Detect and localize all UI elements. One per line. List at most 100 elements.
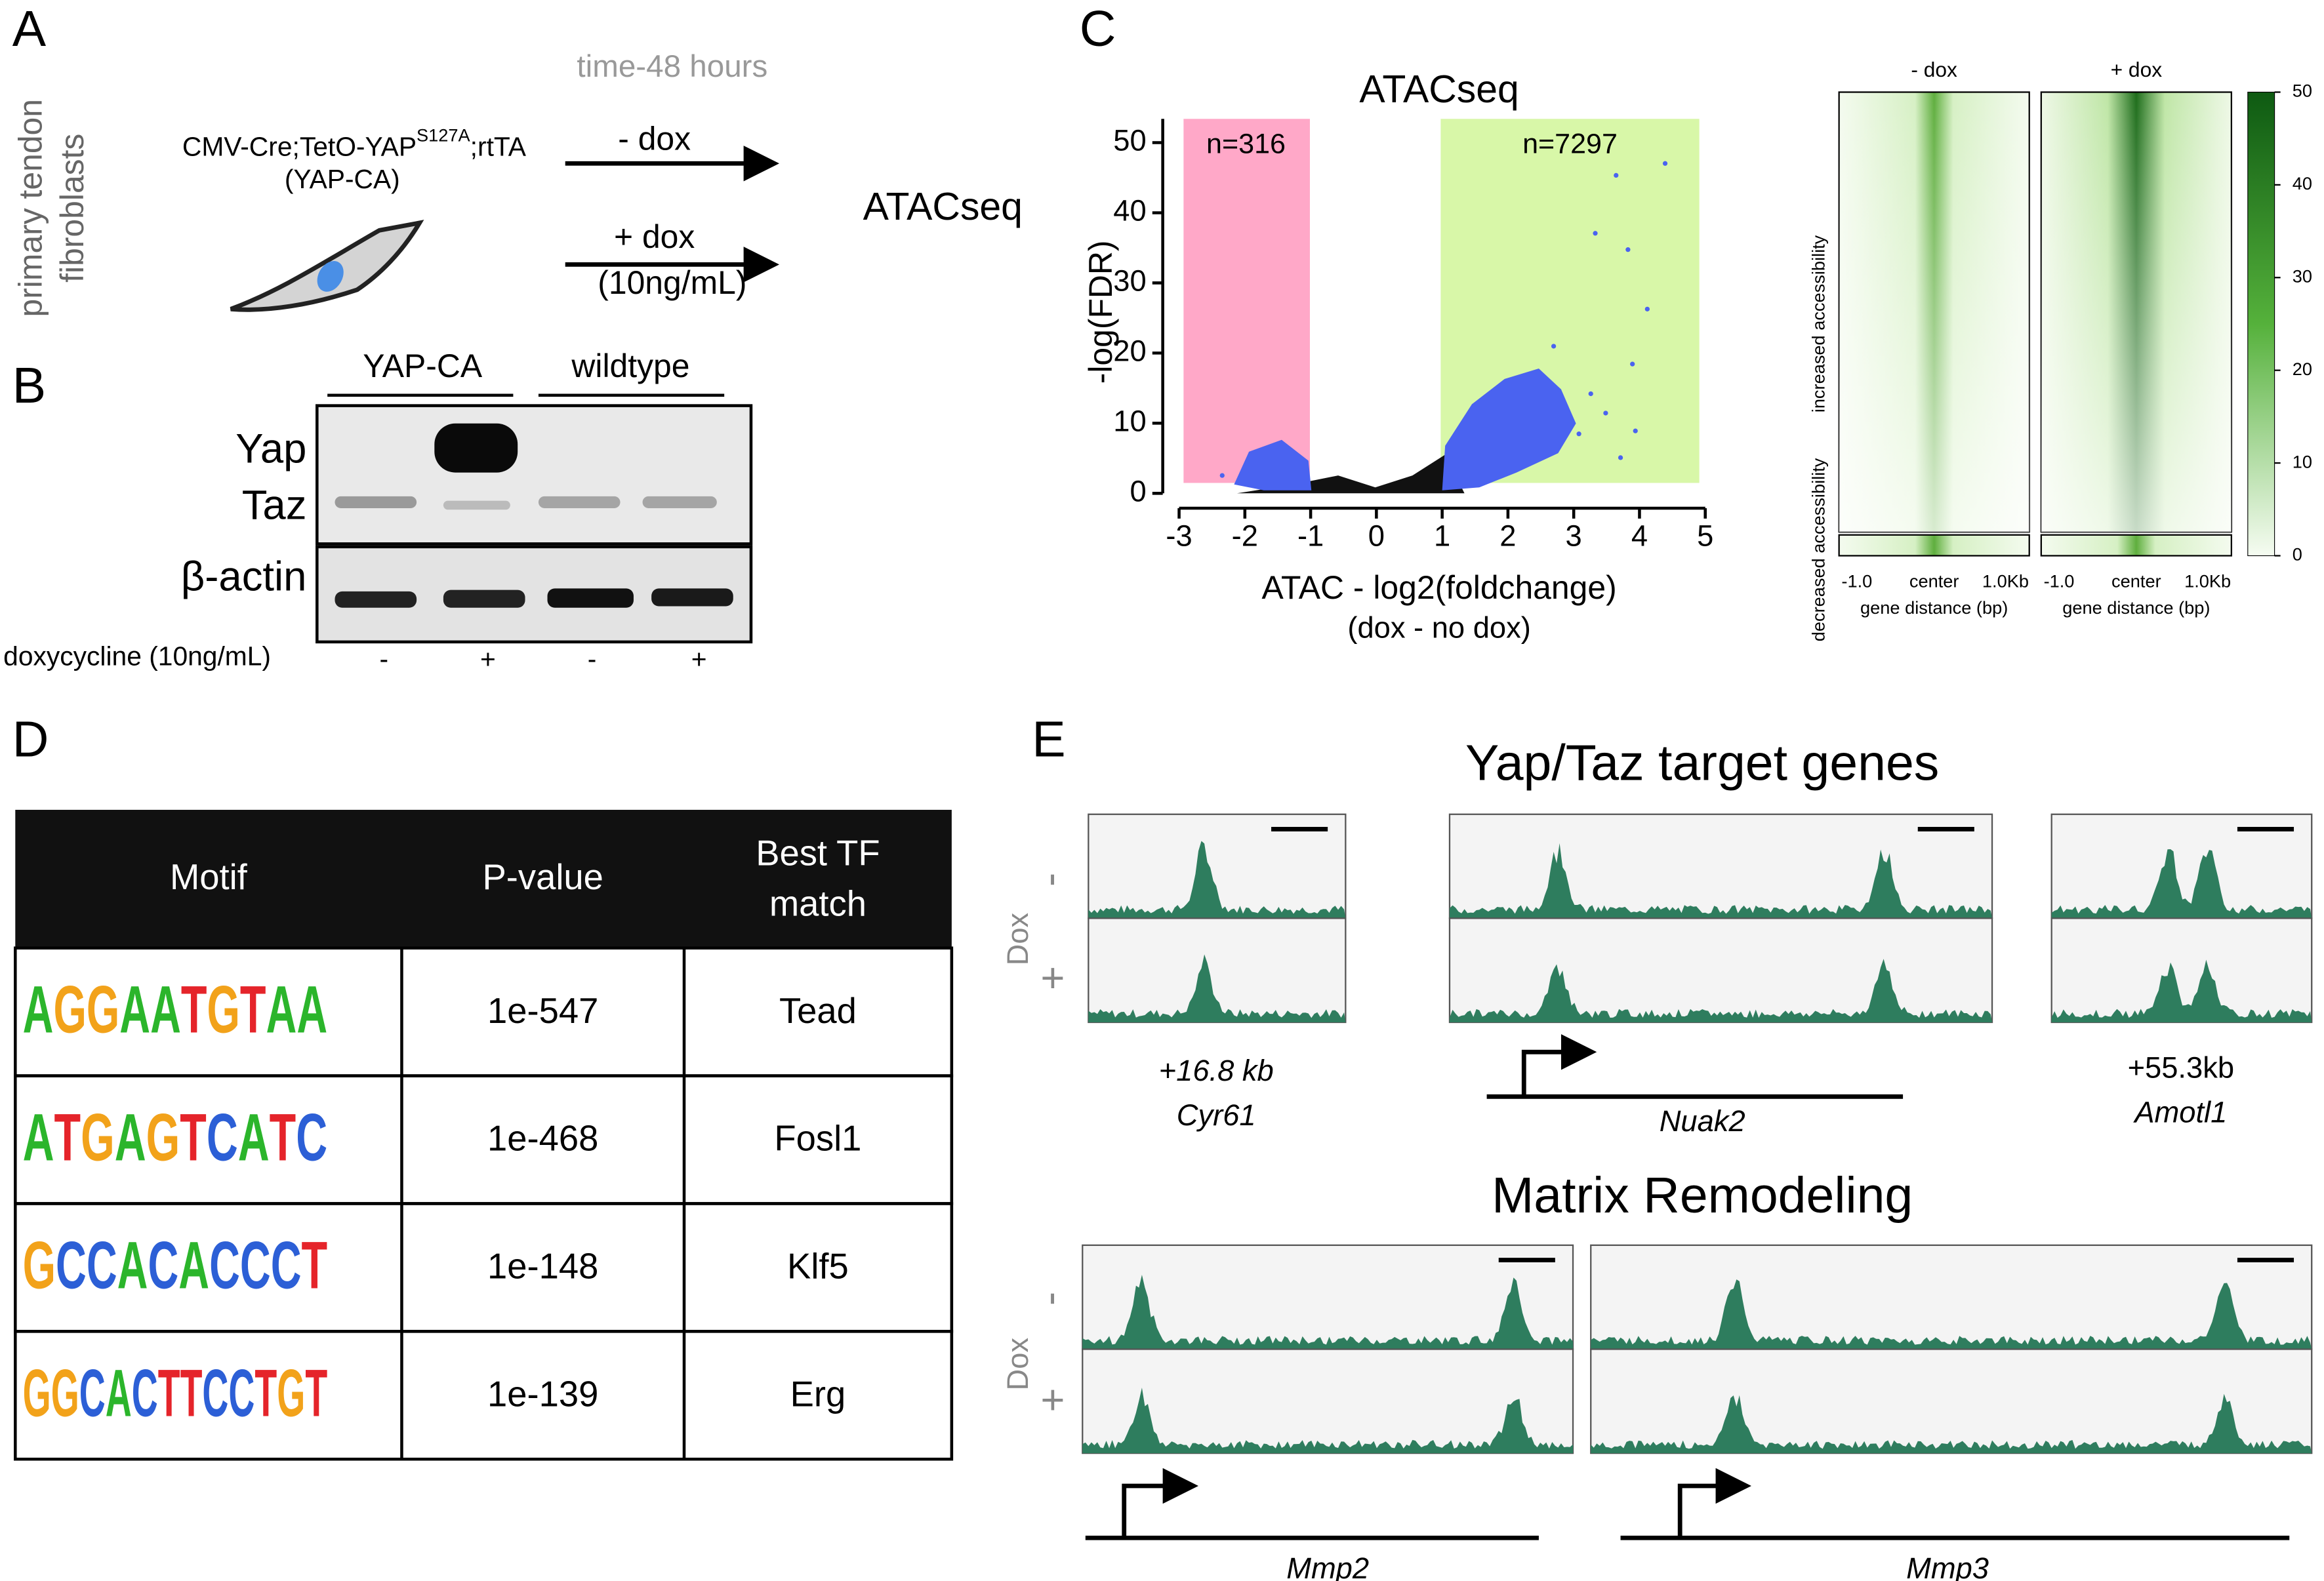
section-title: Matrix Remodeling <box>1492 1167 1913 1224</box>
band <box>651 588 733 607</box>
treatment: - <box>379 644 388 674</box>
y-tick-label: 40 <box>1113 193 1146 227</box>
y-tick-label: 30 <box>1113 264 1146 297</box>
x-tick-label: 4 <box>1631 519 1648 552</box>
table-cell: Klf5 <box>787 1247 849 1287</box>
blot <box>316 404 753 546</box>
coverage-track <box>2051 849 2312 919</box>
track-box <box>1082 1348 1574 1454</box>
dox-plus: + <box>1040 955 1065 1001</box>
side-label: primary tendon <box>12 99 49 317</box>
band <box>335 496 417 508</box>
band <box>538 496 621 508</box>
point-cloud <box>1236 454 1465 494</box>
group-label: wildtype <box>571 348 689 384</box>
column-label: - dox <box>1911 58 1957 81</box>
dox-minus: - <box>1027 1292 1073 1306</box>
header-cell: Best TF <box>756 833 880 873</box>
treatment: - <box>588 644 597 674</box>
x-tick-label: -2 <box>1232 519 1258 552</box>
panel-label: E <box>1032 711 1065 767</box>
superscript: S127A <box>417 125 470 146</box>
condition: - dox <box>618 120 691 157</box>
table-cell: 1e-139 <box>487 1374 598 1414</box>
heatmap-x-label: gene distance (bp) <box>2062 597 2210 618</box>
x-tick-label: -3 <box>1166 519 1192 552</box>
y-axis-label: -log(FDR) <box>1082 240 1119 384</box>
coverage-track <box>2051 959 2312 1022</box>
band <box>443 590 525 608</box>
heatmap-x-tick: 1.0Kb <box>1982 570 2029 591</box>
colorbar-label: 40 <box>2293 173 2312 193</box>
condition: + dox <box>614 218 695 255</box>
heatmap-fade <box>2041 92 2232 532</box>
dox-plus: + <box>1040 1377 1065 1423</box>
heatmap-x-tick: center <box>1909 570 1959 591</box>
band-label: Yap <box>235 426 306 472</box>
header-cell: P-value <box>483 857 603 897</box>
heatmap-x-tick: center <box>2111 570 2161 591</box>
x-tick-label: 5 <box>1697 519 1713 552</box>
table-cell: Fosl1 <box>774 1119 861 1159</box>
x-tick-label: 1 <box>1434 519 1450 552</box>
x-axis-sublabel: (dox - no dox) <box>1347 611 1530 645</box>
treatment: + <box>691 644 707 674</box>
heatmap-x-tick: 1.0Kb <box>2184 570 2231 591</box>
motif-logo: AGGAATGTAA <box>23 973 328 1047</box>
table-cell: 1e-547 <box>487 991 598 1031</box>
y-tick-label: 20 <box>1113 334 1146 367</box>
band-label: β-actin <box>181 553 307 599</box>
panel-label: B <box>12 357 46 414</box>
heatmap-fade <box>1839 92 2029 532</box>
coverage-track <box>1082 1388 1574 1454</box>
table-cell: 1e-148 <box>487 1247 598 1287</box>
band <box>434 423 518 473</box>
track-box <box>1590 1244 2313 1350</box>
heatmap-x-tick: -1.0 <box>1841 570 1872 591</box>
plot-title: ATACseq <box>1359 68 1519 111</box>
table-cell: Tead <box>779 991 857 1031</box>
panel-label: D <box>12 711 49 767</box>
motif-logo: GCCACACCCT <box>23 1229 328 1303</box>
time-label: time-48 hours <box>577 49 767 84</box>
coverage-track <box>1088 841 1346 919</box>
treatment-label: doxycycline (10ng/mL) <box>3 641 271 671</box>
band <box>335 591 417 608</box>
genotype-text: CMV-Cre;TetO-YAP <box>182 131 417 161</box>
x-axis-label: ATAC - log2(foldchange) <box>1262 569 1617 606</box>
down-region <box>1183 119 1310 483</box>
gene-models <box>1085 1034 2290 1540</box>
motif-logo: GGCACTTCCTGT <box>23 1357 328 1431</box>
heatmap <box>2040 534 2233 557</box>
track-position: +55.3kb <box>2128 1051 2234 1084</box>
x-tick-label: 0 <box>1368 519 1385 552</box>
colorbar-label: 50 <box>2293 81 2312 101</box>
assay: ATACseq <box>863 186 1023 228</box>
side-label: fibroblasts <box>54 134 91 283</box>
gene-label: Mmp3 <box>1906 1551 1989 1581</box>
heatmap-x-tick: -1.0 <box>2044 570 2075 591</box>
x-tick-label: 3 <box>1566 519 1582 552</box>
section-title: Yap/Taz target genes <box>1465 735 1939 791</box>
colorbar-label: 30 <box>2293 266 2312 286</box>
heatmap <box>1838 534 2030 557</box>
header-cell: match <box>769 884 866 924</box>
row-label: increased accessibility <box>1808 235 1828 412</box>
nucleus <box>317 261 344 292</box>
motif-logo: ATGAGTCATC <box>23 1101 328 1175</box>
table-cell: 1e-468 <box>487 1119 598 1159</box>
dox-label: Dox <box>1001 1338 1034 1391</box>
track-position: +16.8 kb <box>1159 1054 1274 1087</box>
band <box>547 588 634 608</box>
treatment: + <box>480 644 496 674</box>
x-tick-label: -1 <box>1297 519 1324 552</box>
dox-label: Dox <box>1001 912 1034 965</box>
colorbar <box>2247 91 2275 557</box>
genotype-alias: (YAP-CA) <box>285 164 400 194</box>
table-cell: Erg <box>790 1374 846 1414</box>
row-label: decreased accessibility <box>1808 458 1828 641</box>
band <box>443 500 510 510</box>
coverage-track <box>1591 1279 2312 1350</box>
point-cloud <box>1442 368 1576 490</box>
